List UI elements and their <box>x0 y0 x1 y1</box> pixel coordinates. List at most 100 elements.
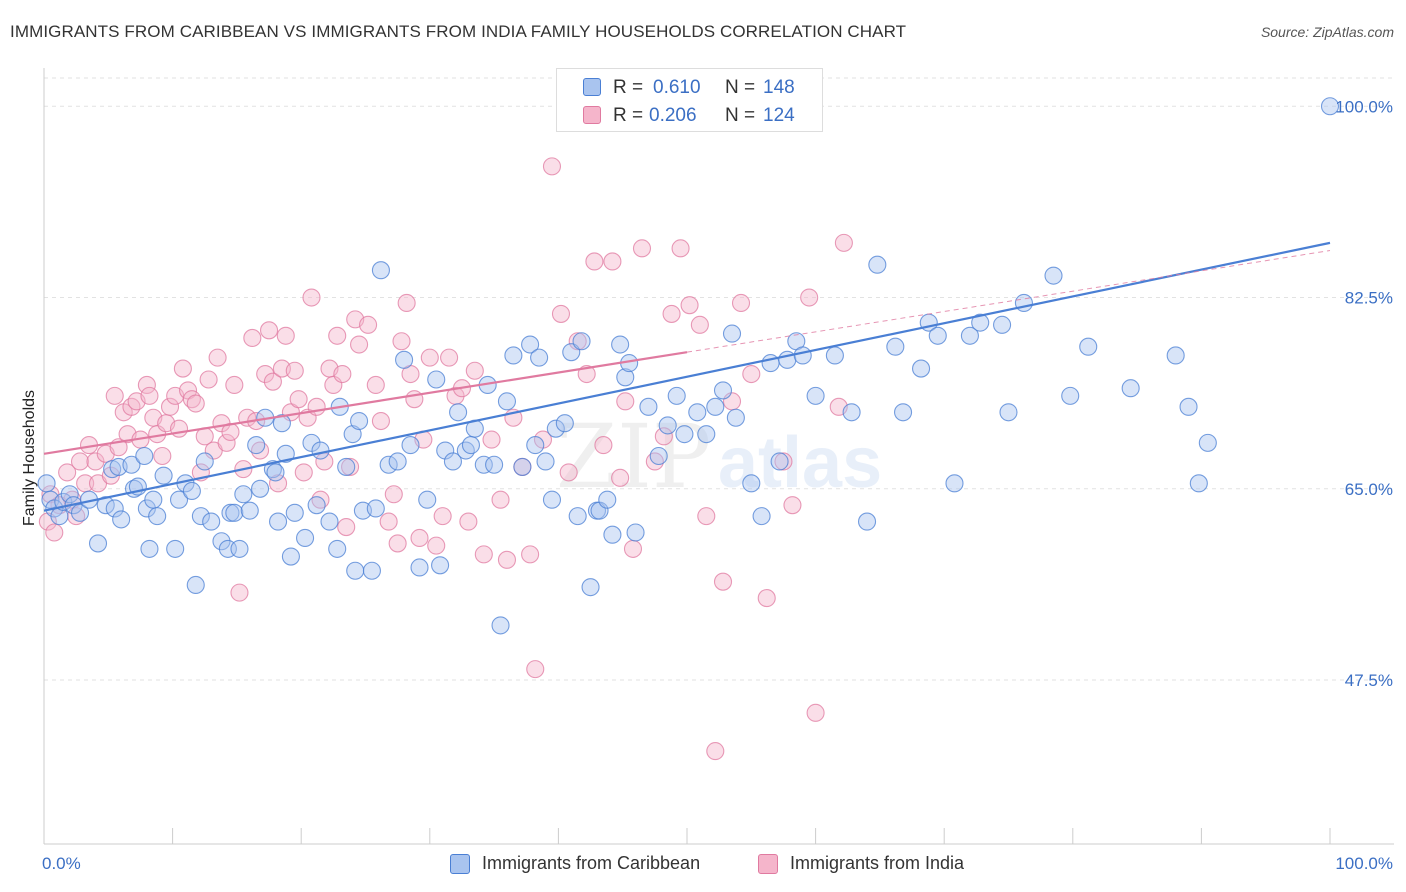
india-point <box>568 332 587 351</box>
caribbean-point <box>1179 397 1198 416</box>
trend-lines <box>43 241 1331 512</box>
caribbean-point <box>536 452 555 471</box>
india-point <box>397 293 416 313</box>
india-point <box>230 583 249 602</box>
caribbean-point <box>281 547 300 566</box>
india-point <box>350 335 369 354</box>
stats-row-caribbean: R = 0.610 N = 148 <box>557 73 822 101</box>
caribbean-point <box>285 503 304 522</box>
india-point <box>276 326 295 345</box>
india-point <box>160 397 180 416</box>
y-tick-label: 47.5% <box>1345 671 1393 690</box>
caribbean-point <box>752 507 771 526</box>
india-point <box>632 239 652 258</box>
caribbean-points <box>37 97 1340 635</box>
india-point <box>263 372 282 391</box>
caribbean-point <box>667 386 686 405</box>
india-point <box>256 364 275 384</box>
india-point <box>616 392 635 411</box>
n-label: N = <box>725 77 756 98</box>
caribbean-point <box>362 561 381 580</box>
india-point <box>800 288 819 307</box>
caribbean-point <box>195 452 214 471</box>
caribbean-point <box>999 403 1018 422</box>
india-point <box>713 572 733 591</box>
caribbean-point <box>230 539 249 558</box>
caribbean-point <box>350 411 369 431</box>
india-point <box>186 394 205 413</box>
caribbean-point <box>70 503 90 522</box>
caribbean-legend-swatch <box>450 854 470 874</box>
caribbean-point <box>456 441 475 460</box>
caribbean-point <box>371 261 390 280</box>
india-point <box>137 375 156 395</box>
india-point <box>690 315 709 334</box>
india-point <box>654 427 673 446</box>
caribbean-point <box>247 436 266 455</box>
caribbean-point <box>945 474 964 493</box>
caribbean-point <box>893 403 913 422</box>
caribbean-point <box>186 575 205 595</box>
caribbean-point <box>272 414 291 433</box>
india-point <box>169 419 189 438</box>
india-point <box>459 512 478 531</box>
caribbean-point <box>346 561 365 580</box>
india-point <box>662 304 681 323</box>
india-swatch <box>583 106 601 124</box>
legend-label-india: Immigrants from India <box>790 853 965 873</box>
n-label: N = <box>725 105 756 126</box>
india-point <box>731 293 751 313</box>
india-point <box>333 364 352 384</box>
india-point <box>337 517 356 537</box>
caribbean-point <box>857 512 877 531</box>
caribbean-point <box>1198 433 1217 452</box>
india-point <box>806 703 825 722</box>
india-point <box>38 512 57 531</box>
caribbean-point <box>122 455 141 474</box>
caribbean-point <box>513 457 532 476</box>
india-point <box>392 332 411 351</box>
caribbean-point <box>240 501 259 520</box>
caribbean-point <box>343 425 362 444</box>
india-point <box>671 239 690 258</box>
india-point <box>551 304 571 323</box>
caribbean-point <box>328 539 347 558</box>
india-point <box>410 528 429 548</box>
caribbean-point <box>276 444 295 463</box>
caribbean-point <box>166 539 185 558</box>
caribbean-point <box>521 335 540 354</box>
n-value-caribbean: 148 <box>763 77 795 98</box>
trend-line <box>43 241 1331 512</box>
caribbean-point <box>88 534 108 553</box>
india-point <box>45 523 64 542</box>
y-tick-label: 82.5% <box>1345 289 1393 308</box>
caribbean-point <box>726 408 745 427</box>
caribbean-point <box>443 452 462 471</box>
caribbean-point <box>182 481 201 501</box>
caribbean-point <box>60 485 79 504</box>
caribbean-point <box>1320 97 1340 116</box>
caribbean-point <box>225 503 244 522</box>
caribbean-point <box>1079 337 1098 356</box>
india-point <box>269 474 288 493</box>
caribbean-point <box>234 485 253 504</box>
india-point <box>199 370 218 389</box>
caribbean-point <box>1044 266 1063 285</box>
india-point <box>384 485 403 504</box>
caribbean-point <box>202 512 221 531</box>
r-label: R = <box>613 105 644 126</box>
caribbean-point <box>337 457 356 476</box>
caribbean-point <box>418 490 437 509</box>
caribbean-point <box>928 326 947 345</box>
x-tick-label-max: 100.0% <box>1335 854 1393 873</box>
caribbean-point <box>401 436 420 455</box>
caribbean-point <box>542 490 562 509</box>
india-point <box>559 463 578 482</box>
caribbean-point <box>431 556 450 575</box>
tick-labels: 100.0% 82.5% 65.0% 47.5% 0.0% 100.0% <box>42 97 1393 873</box>
caribbean-point <box>603 525 622 544</box>
india-point <box>497 550 517 569</box>
india-point <box>623 539 643 558</box>
caribbean-point <box>427 370 446 389</box>
